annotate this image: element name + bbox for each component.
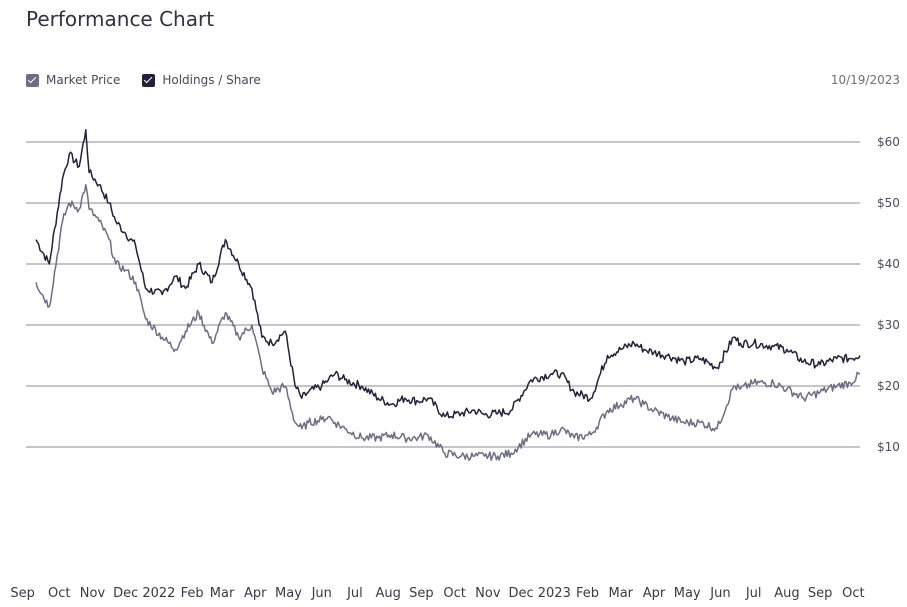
x-tick-label: Jul (745, 586, 762, 601)
legend-item-market-price[interactable]: Market Price (26, 73, 120, 87)
x-tick-label: Aug (774, 586, 799, 601)
x-tick-label: Sep (409, 586, 434, 601)
x-tick-label: Oct (443, 586, 465, 601)
y-tick-label: $40 (877, 257, 900, 271)
x-tick-label: Sep (808, 586, 833, 601)
x-tick-label: Oct (48, 586, 70, 601)
legend-item-holdings-share[interactable]: Holdings / Share (142, 73, 261, 87)
series-line-market-price (35, 183, 860, 462)
x-tick-label: Mar (210, 586, 235, 601)
legend-label-holdings-share: Holdings / Share (162, 73, 261, 87)
x-tick-label: May (275, 586, 302, 601)
legend-label-market-price: Market Price (46, 73, 121, 87)
y-tick-label: $10 (877, 440, 900, 454)
x-tick-label: Sep (10, 586, 35, 601)
series-line-holdings-share (35, 129, 861, 419)
y-tick-label: $20 (877, 379, 900, 393)
x-tick-label: Feb (576, 586, 599, 601)
x-tick-label: Jun (709, 586, 730, 601)
x-tick-label: Feb (181, 586, 204, 601)
gridlines (26, 141, 860, 448)
y-tick-label: $50 (877, 196, 900, 210)
legend: Market Price Holdings / Share (26, 73, 283, 87)
x-tick-label: May (674, 586, 701, 601)
series-lines (35, 129, 861, 462)
x-tick-label: Dec (509, 586, 534, 601)
y-axis-ticks: $10 $20 $30 $40 $50 $60 (877, 135, 900, 454)
holdings-share-checkbox-icon[interactable] (142, 73, 156, 87)
x-tick-label: 2022 (142, 586, 175, 601)
market-price-checkbox-icon[interactable] (26, 73, 39, 87)
x-tick-label: Apr (244, 586, 267, 601)
x-tick-label: Nov (80, 586, 106, 601)
y-tick-label: $30 (877, 318, 900, 332)
x-tick-label: 2023 (538, 586, 571, 601)
x-tick-label: Aug (375, 586, 400, 601)
chart-title: Performance Chart (26, 7, 215, 31)
x-tick-label: Dec (113, 586, 138, 601)
x-axis-ticks: Sep Oct Nov Dec 2022 Feb Mar Apr May Jun Jul Aug Sep… (10, 586, 864, 601)
x-tick-label: Jul (346, 586, 363, 601)
y-tick-label: $60 (877, 135, 900, 149)
x-tick-label: Nov (475, 586, 501, 601)
x-tick-label: Jun (311, 586, 332, 601)
x-tick-label: Mar (608, 586, 633, 601)
x-tick-label: Oct (842, 586, 864, 601)
x-tick-label: Apr (643, 586, 666, 601)
as-of-date: 10/19/2023 (830, 73, 900, 87)
